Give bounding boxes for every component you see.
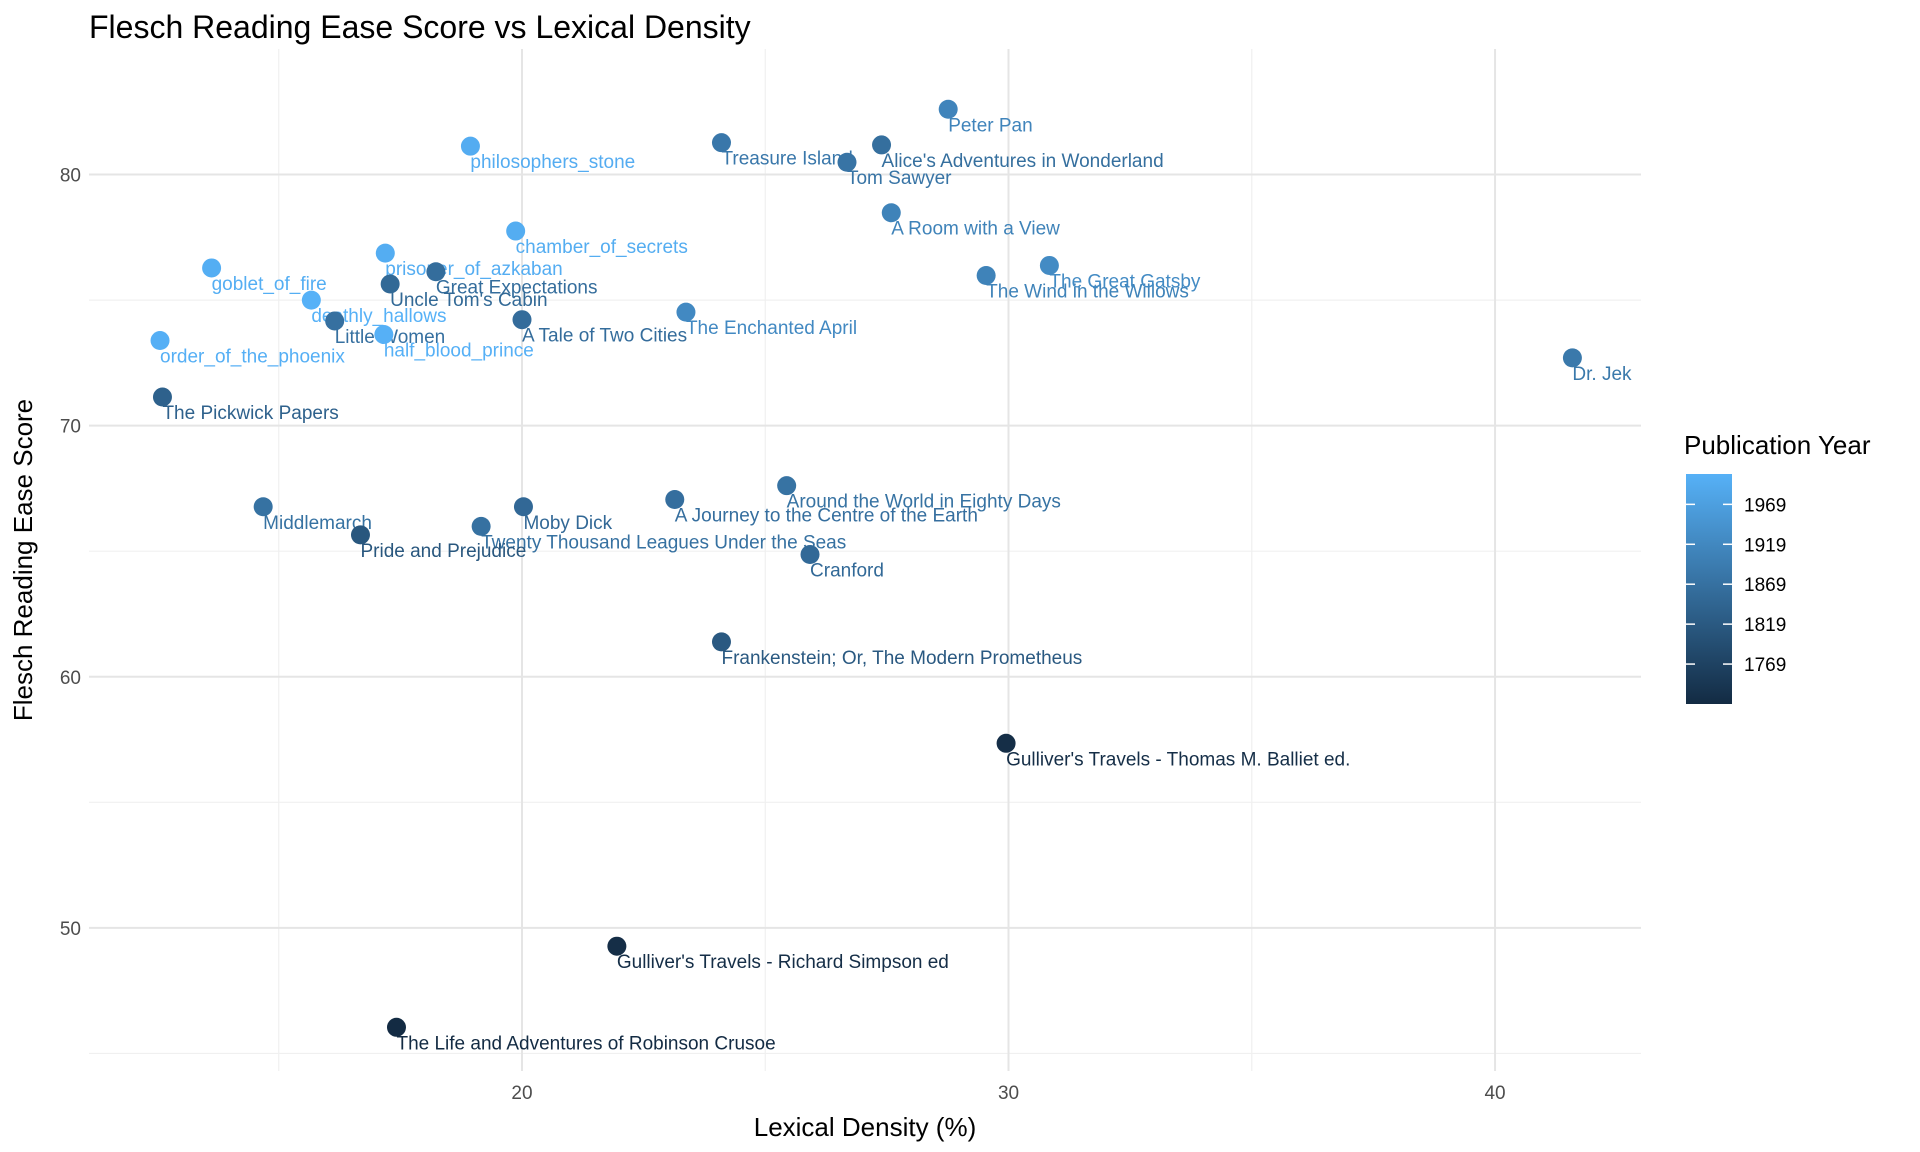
point-label: Pride and Prejudice — [360, 541, 526, 562]
point — [375, 243, 395, 263]
point — [513, 497, 533, 517]
point — [711, 632, 731, 652]
point — [676, 302, 696, 322]
point — [872, 135, 892, 155]
point-label: Peter Pan — [948, 115, 1033, 136]
point-label: Tom Sawyer — [847, 168, 952, 189]
point — [374, 325, 394, 345]
point-label: Uncle Tom's Cabin — [390, 290, 547, 311]
point-label: A Journey to the Centre of the Earth — [675, 505, 978, 526]
point-label: Treasure Island — [721, 149, 852, 170]
point — [996, 733, 1016, 753]
point — [325, 311, 345, 331]
point-label: Gulliver's Travels - Richard Simpson ed — [617, 952, 949, 973]
point — [607, 936, 627, 956]
point-label: Alice's Adventures in Wonderland — [882, 151, 1164, 172]
point-label: half_blood_prince — [384, 341, 534, 362]
point-label: Middlemarch — [263, 513, 372, 534]
grid: 20 30 40 50 60 70 80 — [60, 49, 1641, 1104]
point — [1039, 255, 1059, 275]
point — [386, 1017, 406, 1037]
points: philosophers_stone Treasure Island Alice's… — [150, 99, 1632, 1054]
point-label: philosophers_stone — [470, 152, 635, 173]
point — [426, 262, 446, 282]
x-tick-label: 40 — [1484, 1083, 1505, 1104]
point-label: Great Expectations — [436, 278, 598, 299]
chart-title: Flesch Reading Ease Score vs Lexical Den… — [89, 9, 751, 45]
point — [253, 497, 273, 517]
point-label: The Enchanted April — [686, 318, 857, 339]
point-label: goblet_of_fire — [212, 274, 327, 295]
legend-label: 1819 — [1744, 615, 1786, 636]
x-tick-label: 30 — [998, 1083, 1019, 1104]
legend-label: 1969 — [1744, 495, 1786, 516]
point — [938, 99, 958, 119]
point-label: The Great Gatsby — [1049, 271, 1201, 292]
point-label: A Tale of Two Cities — [522, 326, 687, 347]
point — [350, 525, 370, 545]
point — [881, 203, 901, 223]
point — [837, 152, 857, 172]
legend-title: Publication Year — [1684, 430, 1871, 460]
x-tick-label: 20 — [511, 1083, 532, 1104]
point-label: Moby Dick — [523, 513, 612, 534]
legend-label: 1869 — [1744, 575, 1786, 596]
point — [506, 221, 526, 241]
legend: 1769 1819 1869 1919 1969 — [1686, 474, 1786, 704]
legend-label: 1919 — [1744, 535, 1786, 556]
point-label: deathly_hallows — [311, 306, 446, 327]
point-label: Dr. Jek — [1572, 364, 1632, 385]
point-label: order_of_the_phoenix — [160, 347, 345, 368]
y-tick-label: 60 — [60, 668, 81, 689]
point — [380, 274, 400, 294]
point — [711, 133, 731, 153]
point — [976, 265, 996, 285]
point — [460, 136, 480, 156]
colorbar — [1686, 474, 1732, 704]
point-label: Frankenstein; Or, The Modern Prometheus — [721, 648, 1082, 669]
y-tick-label: 50 — [60, 919, 81, 940]
point-label: The Wind in the Willows — [986, 281, 1189, 302]
point — [512, 310, 532, 330]
point-label: The Life and Adventures of Robinson Crus… — [396, 1033, 775, 1054]
y-axis-title: Flesch Reading Ease Score — [8, 399, 38, 721]
point-label: Twenty Thousand Leagues Under the Seas — [481, 532, 846, 553]
point — [1562, 348, 1582, 368]
legend-label: 1769 — [1744, 655, 1786, 676]
point — [471, 516, 491, 536]
point — [150, 331, 170, 351]
point — [800, 544, 820, 564]
y-tick-label: 70 — [60, 417, 81, 438]
point — [665, 489, 685, 509]
point-label: A Room with a View — [891, 219, 1060, 240]
point-label: Around the World in Eighty Days — [787, 492, 1061, 513]
point-label: Cranford — [810, 560, 884, 581]
point-label: The Pickwick Papers — [162, 403, 338, 424]
x-axis-title: Lexical Density (%) — [754, 1112, 977, 1142]
point — [202, 258, 222, 278]
point — [301, 290, 321, 310]
point-label: Gulliver's Travels - Thomas M. Balliet e… — [1006, 749, 1350, 770]
point — [777, 476, 797, 496]
point-label: chamber_of_secrets — [516, 237, 688, 258]
point — [152, 387, 172, 407]
y-tick-label: 80 — [60, 166, 81, 187]
